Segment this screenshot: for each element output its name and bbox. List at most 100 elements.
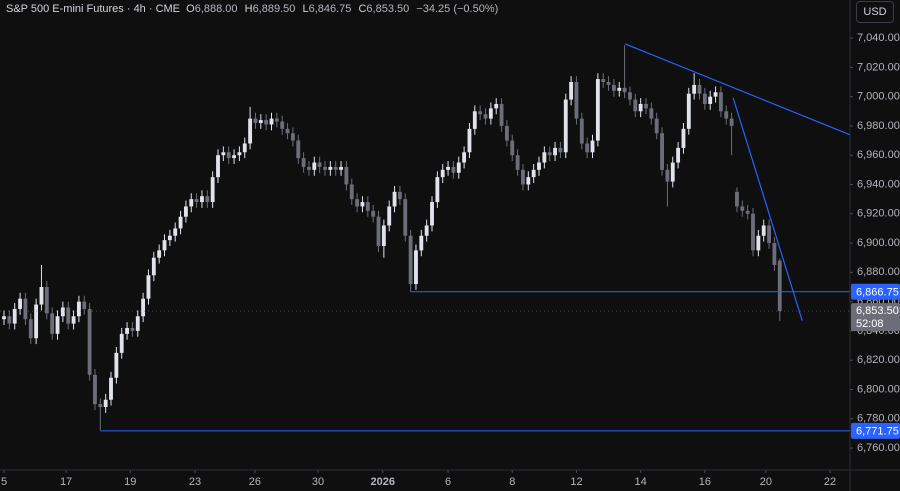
countdown: 52:08 [856,318,884,330]
candle-body [157,250,162,258]
candle-body [151,257,156,276]
y-tick-label: 7,020.00 [857,61,900,73]
ohlc-label: L [302,3,309,15]
candle-body [537,162,541,170]
candle-body [280,121,285,129]
y-tick-label: 6,980.00 [857,120,900,132]
candle-body [323,166,327,170]
candle-body [622,87,627,93]
ohlc-label: H [244,3,253,15]
x-tick-label: 12 [570,476,582,488]
candle-body [553,147,557,156]
candle-body [312,162,317,170]
candle-body [392,191,397,207]
candle-body [248,118,253,144]
x-tick-label: 30 [312,476,324,488]
y-tick-label: 6,820.00 [857,354,900,366]
candle-body [60,307,65,317]
candle-body [290,133,295,141]
candle-body [644,103,648,109]
candle-body [119,333,124,353]
candle-body [446,166,450,170]
candle-body [478,111,483,115]
candle-body [462,152,467,163]
candle-body [494,103,499,109]
y-tick-label: 7,000.00 [857,91,900,103]
x-tick-label: 6 [445,476,451,488]
change: −34.25 (−0.50%) [416,3,499,15]
candle-body [740,206,745,211]
candle-body [633,99,638,112]
candle-body [317,162,322,167]
x-tick-label: 14 [635,476,647,488]
candle-body [242,143,247,153]
candle-body [654,118,659,134]
candle-body [82,301,87,309]
candle-body [194,199,199,203]
currency-button[interactable]: USD [856,1,894,23]
ohlc-label: O [186,3,195,15]
candle-body [761,225,766,236]
candle-body [98,404,103,408]
candle-body [665,169,670,182]
candle-body [595,79,600,141]
candle-body [183,206,188,217]
candle-body [200,196,204,203]
candle-body [660,133,664,170]
candle-body [296,140,301,159]
candle-body [697,84,702,94]
x-tick-label: 23 [189,476,201,488]
candle-body [333,166,338,170]
x-tick-label: 5 [1,476,7,488]
candle-body [210,177,215,203]
candle-body [274,118,279,122]
candle-body [601,79,606,82]
candle-body [499,103,504,126]
candle-body [2,316,6,320]
candle-body [531,169,536,178]
y-tick-label: 6,960.00 [857,149,900,161]
candle-body [76,301,81,317]
trendline [624,43,851,136]
candle-body [23,298,28,320]
candle-body [28,319,33,339]
candle-body [408,235,413,285]
candle-body [510,140,515,156]
candle-body [355,199,360,207]
candle-body [146,275,151,299]
candle-body [628,92,632,100]
candle-body [590,140,595,153]
candle-body [681,128,686,148]
candle-body [87,308,92,375]
y-tick-label: 6,780.00 [857,413,900,425]
candle-body [216,155,220,178]
candle-body [365,202,370,211]
x-tick-label: 22 [824,476,836,488]
candle-body [189,199,194,207]
candle-body [756,235,761,251]
candle-body [360,202,365,207]
candle-body [430,202,434,226]
candle-body [50,313,55,334]
candle-body [135,316,140,331]
x-tick-label: 8 [509,476,515,488]
x-tick-label: 26 [249,476,261,488]
ohlc-value: 6,846.75 [308,3,352,15]
candle-body [307,166,311,170]
candle-body [397,191,402,200]
candle-body [718,92,723,112]
candle-body [141,298,146,317]
candle-body [606,81,611,85]
candle-body [563,99,568,153]
candle-body [456,162,461,173]
candle-body [611,84,616,91]
x-tick-label: 20 [760,476,772,488]
candle-body [569,81,574,100]
candle-body [542,152,547,163]
candle-body [440,169,445,178]
candle-body [264,120,269,125]
candle-body [424,225,429,236]
candle-body [713,92,718,97]
candle-body [772,243,777,266]
